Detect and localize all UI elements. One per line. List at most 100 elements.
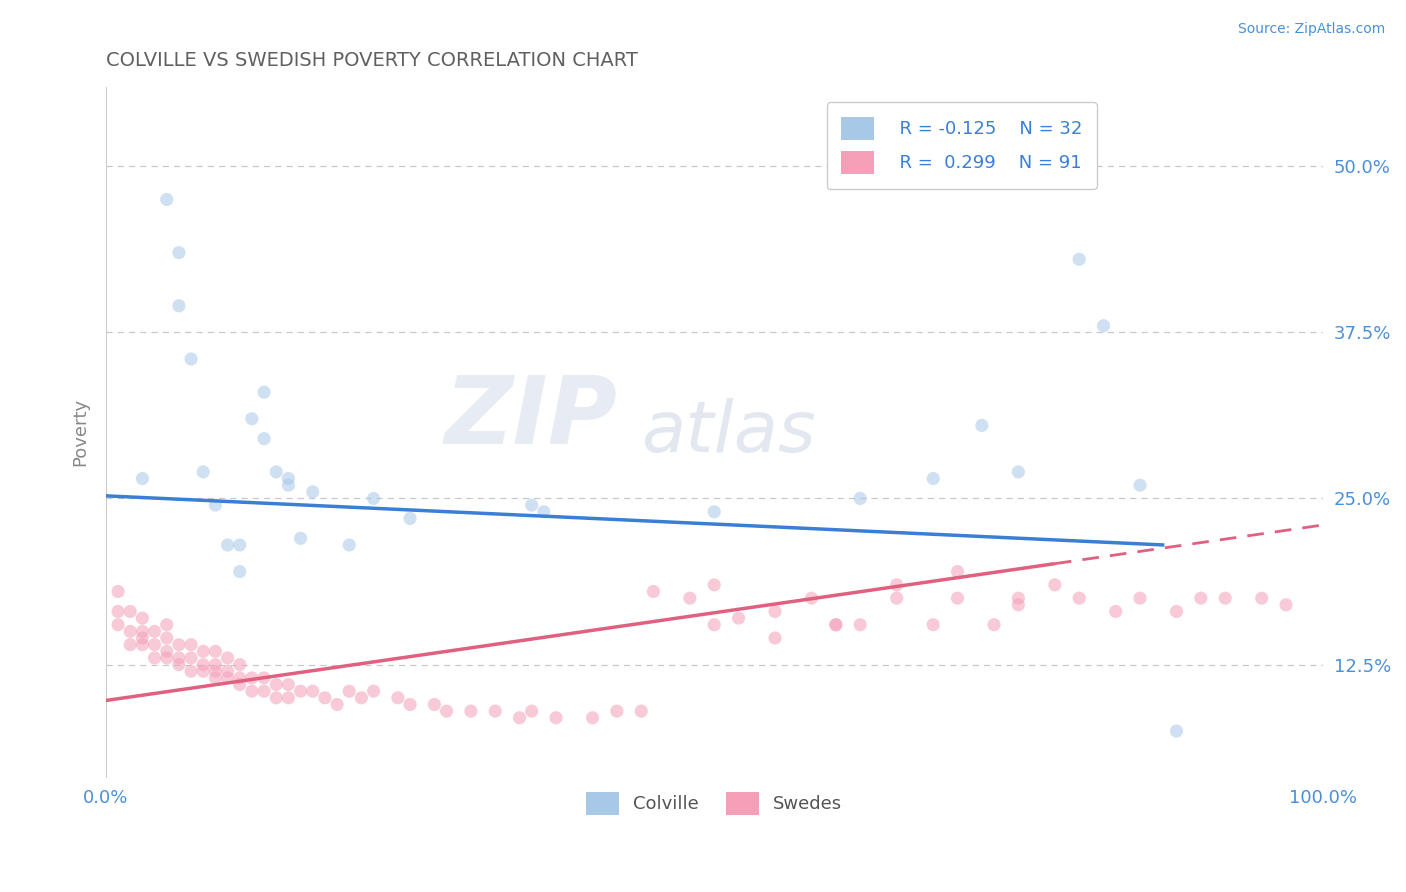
Point: [156, 193, 179, 207]
Point: [825, 617, 848, 632]
Point: [1166, 604, 1188, 618]
Point: [193, 665, 215, 679]
Point: [337, 684, 360, 698]
Point: [156, 644, 179, 658]
Point: [1043, 578, 1066, 592]
Point: [156, 651, 179, 665]
Point: [703, 505, 725, 519]
Point: [229, 565, 252, 579]
Point: [156, 631, 179, 645]
Point: [277, 677, 299, 691]
Legend: Colville, Swedes: Colville, Swedes: [578, 782, 851, 824]
Point: [193, 465, 215, 479]
Point: [1069, 591, 1091, 606]
Point: [1166, 724, 1188, 739]
Point: [143, 624, 166, 639]
Point: [423, 698, 446, 712]
Point: [886, 578, 908, 592]
Point: [1213, 591, 1236, 606]
Point: [107, 584, 129, 599]
Text: ZIP: ZIP: [444, 372, 617, 464]
Point: [167, 657, 190, 672]
Point: [326, 698, 349, 712]
Point: [240, 684, 263, 698]
Point: [1007, 591, 1029, 606]
Point: [314, 690, 336, 705]
Point: [107, 604, 129, 618]
Point: [509, 711, 531, 725]
Point: [436, 704, 458, 718]
Point: [277, 471, 299, 485]
Point: [120, 624, 142, 639]
Point: [1250, 591, 1272, 606]
Point: [240, 671, 263, 685]
Point: [193, 657, 215, 672]
Point: [825, 617, 848, 632]
Point: [1007, 465, 1029, 479]
Point: [703, 578, 725, 592]
Text: atlas: atlas: [641, 398, 815, 467]
Point: [301, 484, 323, 499]
Point: [240, 411, 263, 425]
Point: [264, 690, 287, 705]
Point: [264, 465, 287, 479]
Point: [143, 651, 166, 665]
Point: [387, 690, 409, 705]
Point: [167, 638, 190, 652]
Point: [143, 638, 166, 652]
Point: [204, 498, 226, 512]
Point: [277, 690, 299, 705]
Point: [217, 651, 239, 665]
Point: [229, 677, 252, 691]
Point: [520, 704, 543, 718]
Text: Source: ZipAtlas.com: Source: ZipAtlas.com: [1237, 22, 1385, 37]
Point: [1092, 318, 1115, 333]
Point: [337, 538, 360, 552]
Point: [1105, 604, 1128, 618]
Text: COLVILLE VS SWEDISH POVERTY CORRELATION CHART: COLVILLE VS SWEDISH POVERTY CORRELATION …: [105, 51, 638, 70]
Point: [131, 471, 153, 485]
Point: [520, 498, 543, 512]
Point: [922, 617, 945, 632]
Point: [363, 684, 385, 698]
Point: [1189, 591, 1212, 606]
Point: [217, 665, 239, 679]
Point: [970, 418, 993, 433]
Point: [533, 505, 555, 519]
Point: [264, 677, 287, 691]
Point: [1129, 478, 1152, 492]
Point: [301, 684, 323, 698]
Point: [763, 631, 786, 645]
Point: [727, 611, 749, 625]
Point: [277, 478, 299, 492]
Point: [1007, 598, 1029, 612]
Point: [1069, 252, 1091, 267]
Point: [253, 684, 276, 698]
Point: [484, 704, 506, 718]
Point: [460, 704, 482, 718]
Point: [290, 684, 312, 698]
Point: [120, 604, 142, 618]
Point: [204, 657, 226, 672]
Point: [180, 651, 202, 665]
Point: [849, 617, 872, 632]
Point: [399, 698, 422, 712]
Point: [1129, 591, 1152, 606]
Point: [180, 665, 202, 679]
Point: [229, 538, 252, 552]
Point: [193, 644, 215, 658]
Point: [643, 584, 665, 599]
Point: [581, 711, 603, 725]
Point: [253, 432, 276, 446]
Point: [204, 671, 226, 685]
Point: [679, 591, 702, 606]
Point: [131, 638, 153, 652]
Point: [131, 624, 153, 639]
Point: [983, 617, 1005, 632]
Point: [946, 591, 969, 606]
Point: [180, 638, 202, 652]
Point: [399, 511, 422, 525]
Point: [204, 665, 226, 679]
Point: [849, 491, 872, 506]
Point: [1275, 598, 1298, 612]
